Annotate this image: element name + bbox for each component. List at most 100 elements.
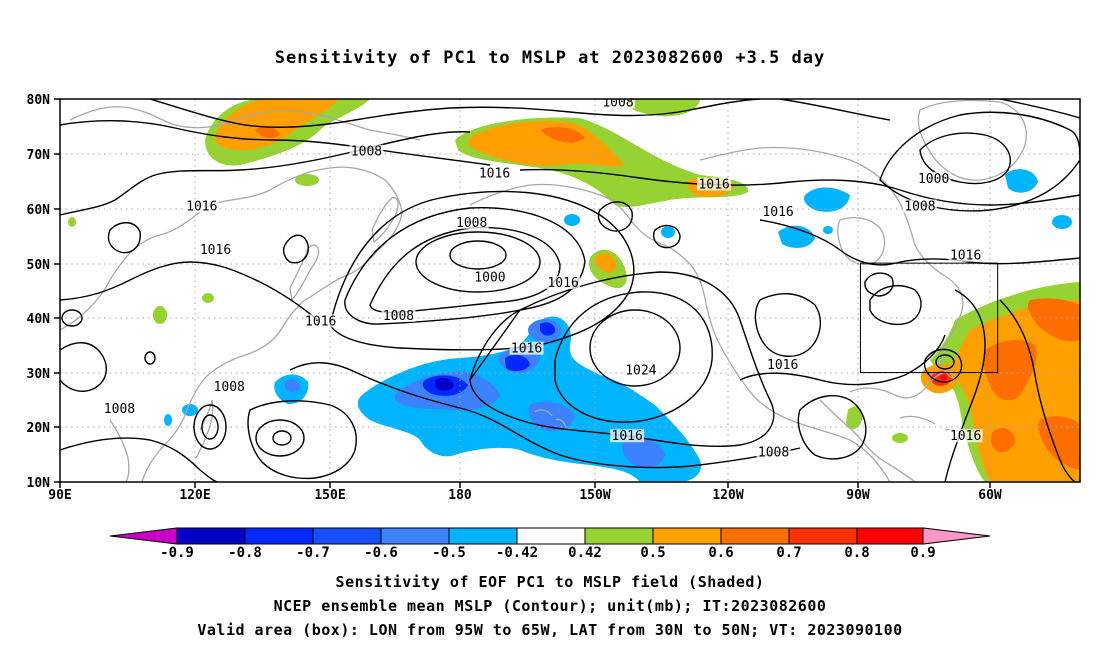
colorbar-swatch bbox=[856, 527, 924, 545]
shade-positive bbox=[982, 339, 1037, 401]
caption-line-2: NCEP ensemble mean MSLP (Contour); unit(… bbox=[273, 597, 827, 615]
contour-line bbox=[107, 222, 141, 254]
contour-label-bg bbox=[546, 276, 581, 290]
colorbar-tick-label: -0.6 bbox=[364, 545, 398, 561]
colorbar-swatch bbox=[448, 527, 518, 545]
lon-label: 180 bbox=[448, 488, 472, 503]
lon-label: 150E bbox=[314, 488, 345, 503]
colorbar-swatch bbox=[584, 527, 654, 545]
lon-label: 90E bbox=[48, 488, 71, 503]
contour-line bbox=[289, 362, 801, 469]
coastline-kamchatka bbox=[371, 197, 399, 244]
colorbar-tick-label: -0.9 bbox=[160, 545, 194, 561]
colorbar-tick-label: -0.42 bbox=[496, 545, 538, 561]
contour-label: 1016 bbox=[698, 178, 729, 193]
contour-line bbox=[597, 201, 633, 232]
shade-positive bbox=[594, 253, 617, 273]
coastline-north-asia bbox=[69, 106, 421, 141]
contour-line bbox=[247, 400, 357, 480]
contour-label-bg bbox=[902, 199, 937, 213]
contour-line bbox=[739, 334, 946, 386]
contour-label: 1024 bbox=[625, 364, 656, 379]
contour-label-bg bbox=[472, 270, 507, 284]
contour-label: 1016 bbox=[186, 199, 217, 214]
contour-label-bg bbox=[303, 314, 338, 328]
shade-positive bbox=[202, 293, 214, 303]
contour-label: 1016 bbox=[950, 429, 981, 444]
contour-label: 1016 bbox=[547, 276, 578, 291]
contour-label-bg bbox=[848, 85, 882, 98]
contour-line bbox=[272, 430, 292, 446]
lat-label: 80N bbox=[27, 93, 51, 108]
contour-label-bg bbox=[509, 341, 544, 355]
shade-negative bbox=[1052, 215, 1072, 229]
contour-label-bg bbox=[610, 429, 645, 443]
map-title: Sensitivity of PC1 to MSLP at 2023082600… bbox=[274, 48, 826, 68]
longitude-labels: 90E 120E 150E 180 150W 120W 90W 60W bbox=[48, 488, 1002, 503]
lon-label: 90W bbox=[846, 488, 870, 503]
axis-ticks bbox=[54, 98, 991, 488]
coastlines bbox=[60, 99, 1027, 482]
caption-line-1: Sensitivity of EOF PC1 to MSLP field (Sh… bbox=[335, 573, 765, 591]
contour-labels: 1008 1008 1016 1016 1000 1008 1016 1008 1016 1016… bbox=[102, 85, 983, 461]
lat-label: 20N bbox=[27, 421, 51, 436]
lat-label: 60N bbox=[27, 203, 51, 218]
colorbar-tick-label: 0.6 bbox=[708, 545, 733, 561]
shade-negative bbox=[164, 414, 172, 426]
contour-label-bg bbox=[198, 243, 233, 257]
contour-label: 1016 bbox=[200, 243, 231, 258]
contour-label: 1016 bbox=[612, 429, 643, 444]
contour-line bbox=[201, 414, 219, 440]
contour-line bbox=[923, 348, 963, 383]
shade-negative bbox=[540, 322, 556, 336]
contour-line bbox=[652, 224, 681, 249]
shade-negative bbox=[804, 187, 850, 212]
contour-label-bg bbox=[477, 166, 512, 180]
coastline-gulf bbox=[849, 370, 956, 399]
contour-line bbox=[869, 284, 922, 326]
mslp-contours bbox=[60, 99, 1080, 482]
shade-negative bbox=[661, 226, 675, 238]
shade-positive bbox=[1027, 298, 1080, 342]
shade-positive bbox=[940, 374, 948, 381]
lon-label: 60W bbox=[978, 488, 1002, 503]
coastline-north-america bbox=[699, 146, 964, 379]
contour-label: 1008 bbox=[758, 446, 789, 461]
contour-line bbox=[519, 168, 1080, 206]
colorbar-tick-label: -0.7 bbox=[296, 545, 330, 561]
contour-label: 1000 bbox=[918, 172, 949, 187]
contour-line bbox=[554, 291, 713, 423]
contour-line bbox=[61, 309, 83, 327]
contour-line bbox=[449, 240, 507, 270]
colorbar-tick-label: 0.42 bbox=[568, 545, 602, 561]
shade-positive bbox=[991, 428, 1015, 453]
contour-label-bg bbox=[212, 379, 247, 393]
contour-line bbox=[60, 261, 321, 323]
contour-label: 1008 bbox=[104, 402, 135, 417]
caption-line-3: Valid area (box): LON from 95W to 65W, L… bbox=[197, 621, 903, 639]
valid-area-box bbox=[859, 262, 999, 374]
contour-label-bg bbox=[102, 401, 137, 415]
coastline-hawaii bbox=[534, 409, 567, 429]
coastline-japan bbox=[289, 244, 320, 302]
contour-label-bg bbox=[756, 445, 791, 459]
colorbar-swatch bbox=[922, 527, 991, 545]
shade-positive bbox=[214, 99, 340, 151]
contour-line bbox=[60, 131, 471, 216]
contour-label: 1008 bbox=[214, 380, 245, 395]
contour-label: 1000 bbox=[849, 85, 880, 100]
contour-label-bg bbox=[916, 172, 951, 186]
lat-label: 40N bbox=[27, 312, 51, 327]
contour-line bbox=[149, 99, 761, 128]
contour-line bbox=[589, 309, 681, 387]
contour-label-bg bbox=[381, 308, 416, 322]
colorbar-swatch bbox=[380, 527, 450, 545]
shade-negative bbox=[435, 378, 454, 391]
shade-negative bbox=[528, 401, 575, 432]
colorbar-tick-label: 0.5 bbox=[640, 545, 665, 561]
contour-line bbox=[193, 404, 227, 450]
contour-label: 1008 bbox=[456, 216, 487, 231]
lon-label: 120E bbox=[179, 488, 210, 503]
shade-positive bbox=[153, 306, 167, 324]
